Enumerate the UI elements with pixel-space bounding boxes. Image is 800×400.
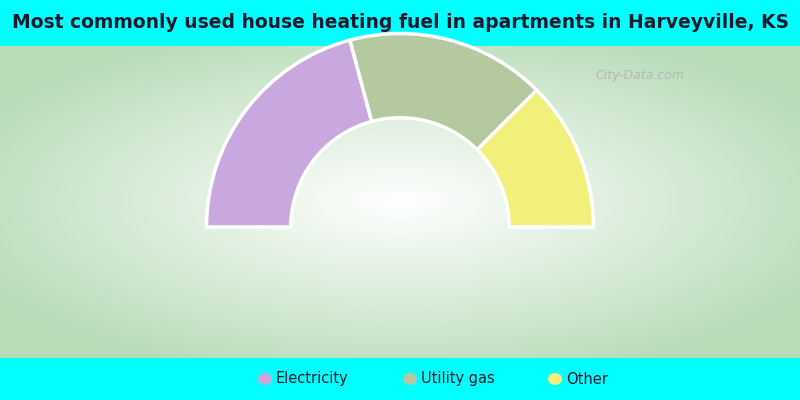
Text: Utility gas: Utility gas — [421, 372, 494, 386]
Wedge shape — [206, 40, 372, 227]
Ellipse shape — [548, 373, 562, 385]
Bar — [0, 358, 800, 400]
Ellipse shape — [403, 373, 417, 385]
Text: Electricity: Electricity — [276, 372, 349, 386]
Ellipse shape — [258, 373, 272, 385]
Text: Most commonly used house heating fuel in apartments in Harveyville, KS: Most commonly used house heating fuel in… — [11, 14, 789, 32]
Wedge shape — [350, 34, 537, 150]
Wedge shape — [478, 90, 594, 227]
Text: City-Data.com: City-Data.com — [595, 70, 685, 82]
Bar — [0, 0, 800, 46]
Text: Other: Other — [566, 372, 608, 386]
